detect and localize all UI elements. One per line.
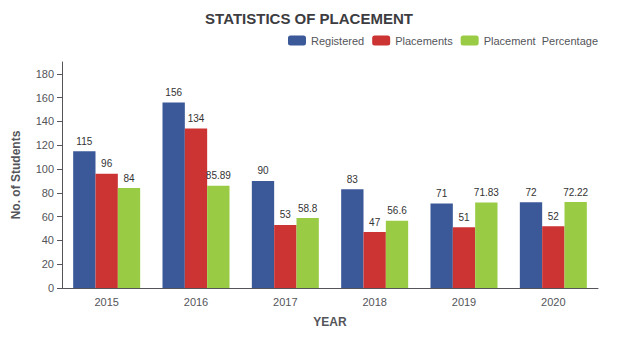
svg-text:84: 84: [123, 173, 135, 184]
svg-text:71: 71: [436, 188, 448, 199]
svg-text:0: 0: [48, 282, 54, 294]
svg-text:2019: 2019: [452, 296, 476, 308]
svg-text:100: 100: [36, 163, 54, 175]
svg-text:2016: 2016: [184, 296, 208, 308]
svg-text:Registered: Registered: [311, 35, 364, 47]
svg-text:40: 40: [42, 234, 54, 246]
svg-text:YEAR: YEAR: [313, 315, 347, 329]
svg-text:2015: 2015: [94, 296, 118, 308]
svg-text:No. of Students: No. of Students: [9, 130, 23, 219]
svg-text:2017: 2017: [273, 296, 297, 308]
svg-text:47: 47: [369, 217, 381, 228]
svg-text:52: 52: [548, 211, 560, 222]
svg-text:72.22: 72.22: [563, 187, 588, 198]
svg-text:2020: 2020: [541, 296, 565, 308]
svg-text:85.89: 85.89: [206, 170, 231, 181]
svg-text:2018: 2018: [362, 296, 386, 308]
svg-text:120: 120: [36, 139, 54, 151]
svg-text:60: 60: [42, 211, 54, 223]
svg-text:58.8: 58.8: [298, 203, 318, 214]
svg-text:134: 134: [188, 113, 205, 124]
svg-text:180: 180: [36, 68, 54, 80]
svg-text:Placement Percentage: Placement Percentage: [484, 35, 598, 47]
svg-text:53: 53: [280, 209, 292, 220]
svg-text:56.6: 56.6: [387, 205, 407, 216]
svg-text:160: 160: [36, 92, 54, 104]
svg-text:96: 96: [101, 158, 113, 169]
svg-text:83: 83: [347, 174, 359, 185]
svg-text:140: 140: [36, 115, 54, 127]
svg-text:72: 72: [525, 187, 537, 198]
svg-text:Placements: Placements: [395, 35, 453, 47]
svg-text:51: 51: [458, 212, 470, 223]
svg-text:80: 80: [42, 187, 54, 199]
svg-text:115: 115: [76, 136, 92, 147]
svg-text:STATISTICS OF PLACEMENT: STATISTICS OF PLACEMENT: [205, 10, 413, 27]
svg-text:20: 20: [42, 258, 54, 270]
svg-text:156: 156: [165, 87, 182, 98]
svg-text:90: 90: [257, 165, 269, 176]
svg-text:71.83: 71.83: [474, 187, 499, 198]
